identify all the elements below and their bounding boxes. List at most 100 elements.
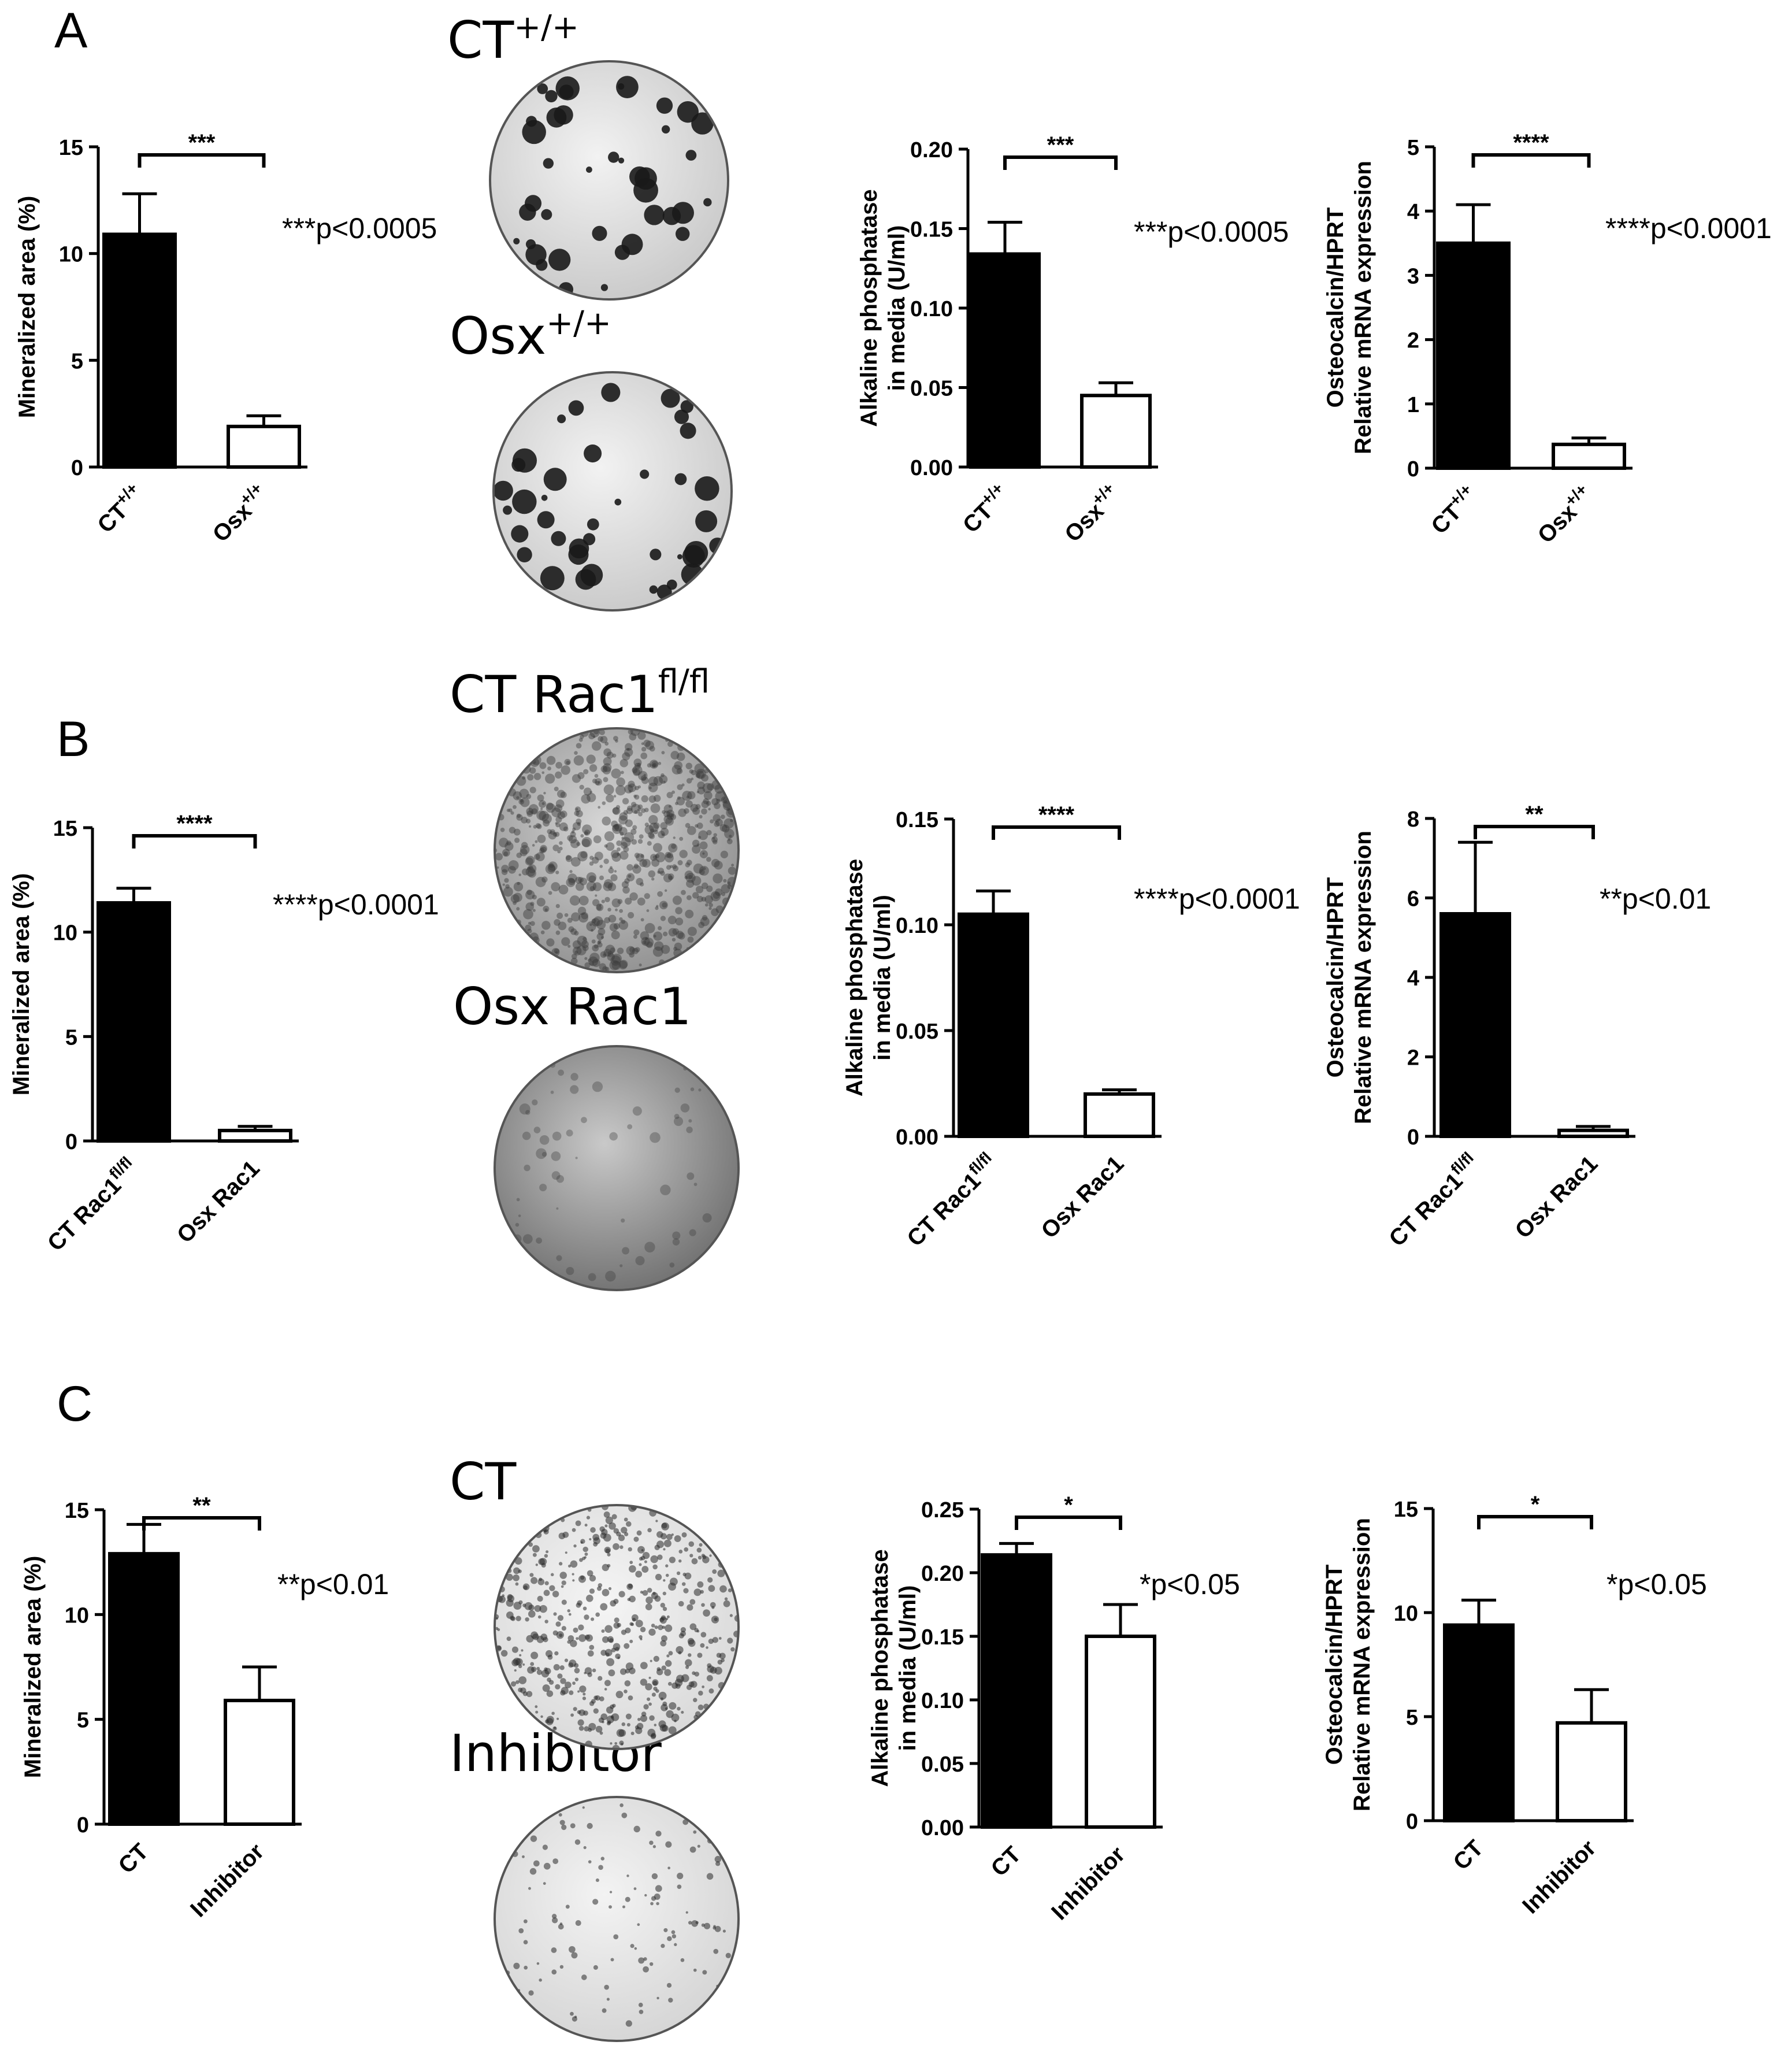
mineral-nodule — [525, 818, 531, 824]
mineral-nodule — [583, 944, 589, 951]
mineral-nodule — [565, 855, 573, 862]
mineral-nodule — [635, 1570, 643, 1578]
mineral-nodule — [530, 902, 535, 906]
mineral-nodule — [603, 1533, 611, 1542]
mineral-nodule — [706, 1675, 713, 1681]
mineral-nodule — [554, 804, 563, 813]
mineral-nodule — [535, 822, 541, 829]
mineral-nodule — [701, 774, 709, 782]
mineral-nodule — [566, 1129, 573, 1137]
mineral-nodule — [519, 203, 536, 221]
mineral-nodule — [506, 840, 511, 846]
mineral-nodule — [679, 850, 688, 858]
mineral-nodule — [669, 813, 673, 818]
mineral-nodule — [549, 863, 554, 868]
mineral-nodule — [703, 798, 709, 805]
mineral-nodule — [656, 905, 659, 907]
mineral-nodule — [649, 833, 655, 839]
mineral-nodule — [687, 936, 694, 943]
mineral-nodule — [543, 1882, 546, 1885]
mineral-nodule — [555, 951, 558, 954]
mineral-nodule — [518, 873, 521, 876]
mineral-nodule — [599, 963, 606, 970]
mineral-nodule — [698, 830, 708, 840]
mineral-nodule — [609, 960, 619, 970]
significance-stars: *** — [188, 130, 216, 155]
mineral-nodule — [617, 853, 621, 857]
mineral-nodule — [520, 799, 524, 803]
mineral-nodule — [586, 754, 596, 764]
mineral-nodule — [701, 1554, 705, 1558]
mineral-nodule — [643, 1966, 649, 1973]
y-tick-label: 15 — [53, 817, 77, 841]
mineral-nodule — [688, 875, 693, 880]
mineral-nodule — [565, 1681, 572, 1689]
mineral-nodule — [543, 820, 550, 827]
mineral-nodule — [529, 1573, 534, 1577]
y-axis-label: Mineralized area (%) — [9, 873, 34, 1096]
mineral-nodule — [628, 783, 637, 792]
mineral-nodule — [541, 494, 548, 501]
mineral-nodule — [554, 1651, 559, 1656]
dish-background — [495, 728, 739, 972]
mineral-nodule — [615, 739, 618, 743]
mineral-nodule — [568, 926, 574, 932]
mineral-nodule — [673, 946, 678, 951]
mineral-nodule — [595, 1725, 603, 1733]
mineral-nodule — [707, 1577, 713, 1583]
mineral-nodule — [604, 1688, 607, 1691]
mineral-nodule — [615, 1691, 624, 1699]
mineral-nodule — [599, 1731, 603, 1735]
mineral-nodule — [617, 847, 621, 851]
mineral-nodule — [537, 511, 555, 529]
mineral-nodule — [640, 1626, 646, 1632]
mineral-nodule — [661, 773, 665, 777]
mineral-nodule — [613, 922, 620, 929]
mineral-nodule — [668, 1998, 673, 2003]
mineral-nodule — [698, 921, 705, 928]
mineral-nodule — [667, 873, 674, 880]
mineral-nodule — [556, 912, 563, 919]
mineral-nodule — [601, 899, 605, 903]
mineral-nodule — [610, 866, 613, 869]
mineral-nodule — [513, 238, 520, 244]
mineral-nodule — [711, 908, 719, 916]
mineral-nodule — [513, 1962, 520, 1969]
y-tick-label: 0.15 — [921, 1625, 964, 1650]
mineral-nodule — [611, 1713, 619, 1721]
mineral-nodule — [566, 761, 570, 765]
mineral-nodule — [588, 733, 595, 740]
mineral-nodule — [641, 1566, 649, 1573]
mineral-nodule — [641, 795, 648, 803]
mineral-nodule — [693, 1588, 702, 1596]
mineral-nodule — [525, 902, 535, 911]
mineral-nodule — [523, 1919, 528, 1924]
x-tick-label: Osx+/+ — [205, 479, 273, 547]
mineral-nodule — [638, 1957, 645, 1964]
mineral-nodule — [636, 853, 644, 862]
mineral-nodule — [610, 1742, 613, 1745]
mineral-nodule — [499, 838, 509, 848]
mineral-nodule — [625, 1662, 634, 1670]
mineral-nodule — [624, 747, 633, 757]
mineral-nodule — [711, 798, 719, 806]
mineral-nodule — [571, 953, 577, 959]
mineral-nodule — [593, 944, 599, 949]
mineral-nodule — [674, 1114, 680, 1120]
mineral-nodule — [647, 832, 654, 839]
mineral-nodule — [676, 931, 684, 939]
mineral-nodule — [625, 2020, 632, 2027]
mineral-nodule — [657, 891, 663, 897]
mineral-nodule — [555, 870, 559, 875]
mineral-nodule — [540, 807, 543, 810]
mineral-nodule — [661, 125, 670, 134]
mineral-nodule — [554, 948, 560, 954]
mineral-nodule — [618, 1535, 625, 1542]
mineral-nodule — [527, 928, 532, 933]
mineral-nodule — [632, 1617, 636, 1622]
mineral-nodule — [589, 855, 594, 860]
mineral-nodule — [692, 839, 700, 847]
x-tick-label: Inhibitor — [1518, 1835, 1601, 1918]
mineral-nodule — [651, 1592, 658, 1599]
dish-label-sup: +/+ — [514, 9, 579, 46]
